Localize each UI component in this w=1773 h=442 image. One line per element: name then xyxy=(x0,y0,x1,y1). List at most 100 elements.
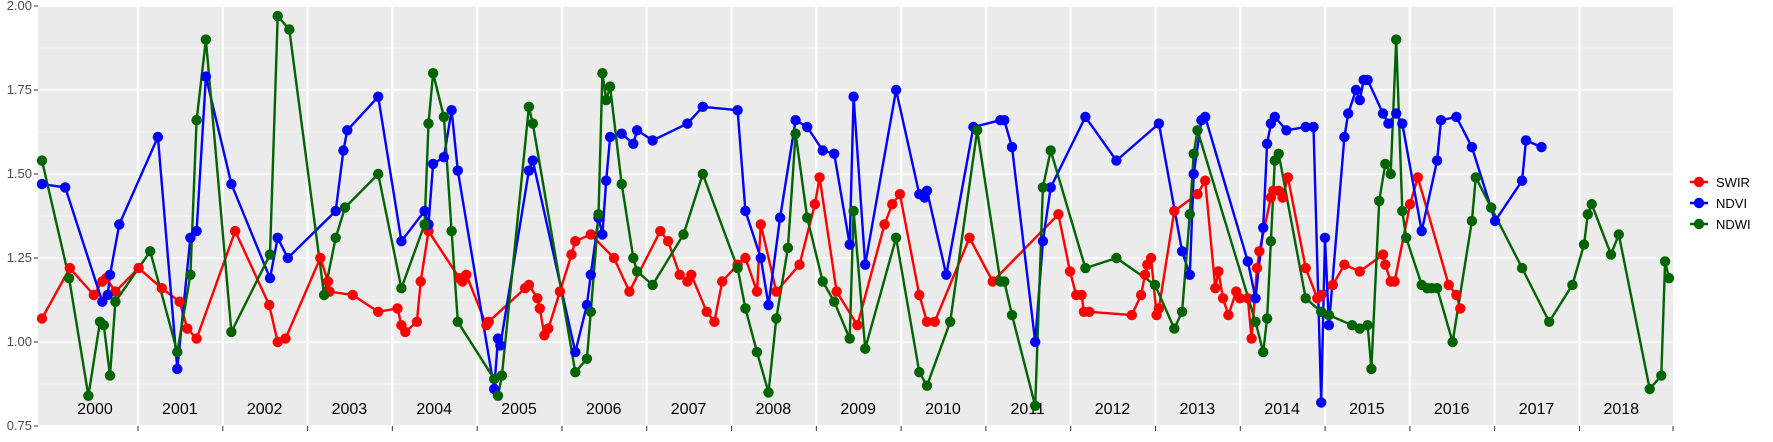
data-point-ndwi xyxy=(616,178,627,190)
data-point-swir xyxy=(1412,172,1424,183)
data-point-ndvi xyxy=(1037,236,1049,247)
data-point-ndwi xyxy=(1644,383,1655,395)
data-point-swir xyxy=(585,229,596,240)
year-label: 2015 xyxy=(1349,401,1385,418)
data-point-ndwi xyxy=(1366,363,1377,375)
data-point-swir xyxy=(1217,293,1229,304)
data-point-ndvi xyxy=(226,178,237,190)
data-point-ndvi xyxy=(104,269,116,280)
data-point-ndvi xyxy=(1188,168,1199,180)
data-point-ndwi xyxy=(1030,400,1041,411)
data-point-swir xyxy=(1064,266,1076,277)
data-point-ndvi xyxy=(1250,293,1261,304)
data-point-ndvi xyxy=(59,182,71,193)
year-label: 2017 xyxy=(1519,401,1555,418)
data-point-swir xyxy=(1053,209,1064,220)
data-point-ndvi xyxy=(1377,108,1389,119)
data-point-swir xyxy=(1251,262,1263,274)
data-point-ndwi xyxy=(1578,239,1590,250)
data-point-ndvi xyxy=(1354,94,1366,106)
data-point-ndwi xyxy=(890,232,902,243)
data-point-ndwi xyxy=(1261,313,1273,324)
data-point-ndvi xyxy=(1316,397,1327,408)
data-point-ndvi xyxy=(1200,111,1211,123)
year-label: 2005 xyxy=(501,401,537,418)
data-point-ndwi xyxy=(1613,229,1625,240)
data-point-ndwi xyxy=(647,279,658,291)
data-point-swir xyxy=(852,320,863,331)
data-point-ndwi xyxy=(523,101,535,113)
data-point-ndvi xyxy=(342,125,353,136)
data-point-ndwi xyxy=(264,249,276,260)
data-point-swir xyxy=(655,225,666,237)
data-point-ndwi xyxy=(678,229,689,240)
data-point-ndwi xyxy=(527,118,538,129)
data-point-swir xyxy=(64,262,76,274)
data-point-ndvi xyxy=(1006,141,1018,153)
data-point-swir xyxy=(809,199,821,210)
year-label: 2007 xyxy=(671,401,707,418)
data-point-ndvi xyxy=(200,71,212,82)
data-point-swir xyxy=(373,306,384,317)
year-label: 2018 xyxy=(1603,401,1639,418)
data-point-ndvi xyxy=(1153,118,1165,129)
data-point-ndwi xyxy=(848,205,859,217)
data-point-ndwi xyxy=(373,168,384,180)
data-point-swir xyxy=(1443,279,1454,291)
data-point-swir xyxy=(554,286,566,297)
data-point-ndvi xyxy=(740,205,751,217)
data-point-swir xyxy=(686,269,697,280)
data-point-ndwi xyxy=(1470,172,1482,183)
data-point-swir xyxy=(411,316,423,327)
data-point-ndvi xyxy=(419,205,430,217)
data-point-ndvi xyxy=(36,178,48,190)
data-point-ndwi xyxy=(191,115,202,126)
data-point-ndwi xyxy=(782,242,794,254)
data-point-ndwi xyxy=(1184,209,1196,220)
data-point-swir xyxy=(1223,309,1234,321)
data-point-swir xyxy=(191,333,202,344)
legend-key-point xyxy=(1693,197,1705,209)
legend-label-swir: SWIR xyxy=(1716,175,1750,190)
data-point-ndvi xyxy=(647,135,658,146)
legend-key-point xyxy=(1693,176,1705,188)
data-point-ndwi xyxy=(272,10,283,22)
data-point-swir xyxy=(400,326,411,338)
data-point-swir xyxy=(1242,293,1254,304)
data-point-ndvi xyxy=(860,259,871,270)
data-point-swir xyxy=(1300,262,1311,274)
data-point-ndvi xyxy=(755,252,766,264)
data-point-swir xyxy=(264,299,275,311)
data-point-ndwi xyxy=(597,68,608,79)
data-point-ndwi xyxy=(1466,215,1478,227)
data-point-ndwi xyxy=(771,313,782,324)
data-point-ndwi xyxy=(226,326,237,338)
data-point-ndvi xyxy=(597,229,608,240)
year-label: 2000 xyxy=(77,401,113,418)
data-point-swir xyxy=(1246,333,1257,344)
data-point-ndwi xyxy=(1397,205,1408,217)
data-point-ndwi xyxy=(631,266,643,277)
data-point-ndvi xyxy=(1431,155,1443,166)
data-point-ndwi xyxy=(452,316,463,327)
data-point-swir xyxy=(1084,306,1095,317)
data-point-swir xyxy=(392,303,403,314)
data-point-swir xyxy=(1404,199,1416,210)
data-point-ndvi xyxy=(631,125,643,136)
data-point-swir xyxy=(483,316,494,327)
data-point-ndwi xyxy=(790,128,801,139)
legend: SWIR NDVI NDWI xyxy=(1690,175,1751,232)
data-point-swir xyxy=(674,269,685,280)
data-point-swir xyxy=(887,199,898,210)
data-point-ndvi xyxy=(1350,84,1362,96)
x-axis xyxy=(137,426,1674,431)
data-point-swir xyxy=(1169,205,1180,217)
data-point-ndwi xyxy=(1169,323,1180,334)
year-label: 2004 xyxy=(416,401,452,418)
year-label: 2001 xyxy=(162,401,198,418)
data-point-ndvi xyxy=(1261,138,1273,149)
data-point-ndwi xyxy=(63,273,75,284)
data-point-ndwi xyxy=(740,303,751,314)
data-point-ndvi xyxy=(1489,215,1501,227)
data-point-ndvi xyxy=(1080,111,1091,123)
